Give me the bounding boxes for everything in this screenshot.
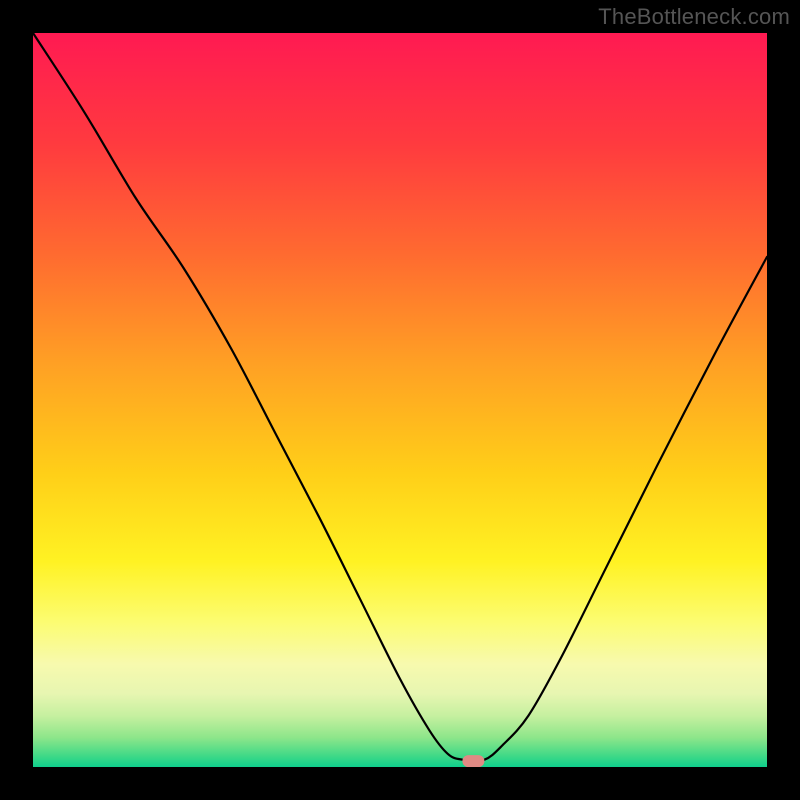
min-marker bbox=[462, 755, 484, 767]
chart-stage: TheBottleneck.com bbox=[0, 0, 800, 800]
gradient-background bbox=[33, 33, 767, 767]
bottleneck-chart bbox=[0, 0, 800, 800]
